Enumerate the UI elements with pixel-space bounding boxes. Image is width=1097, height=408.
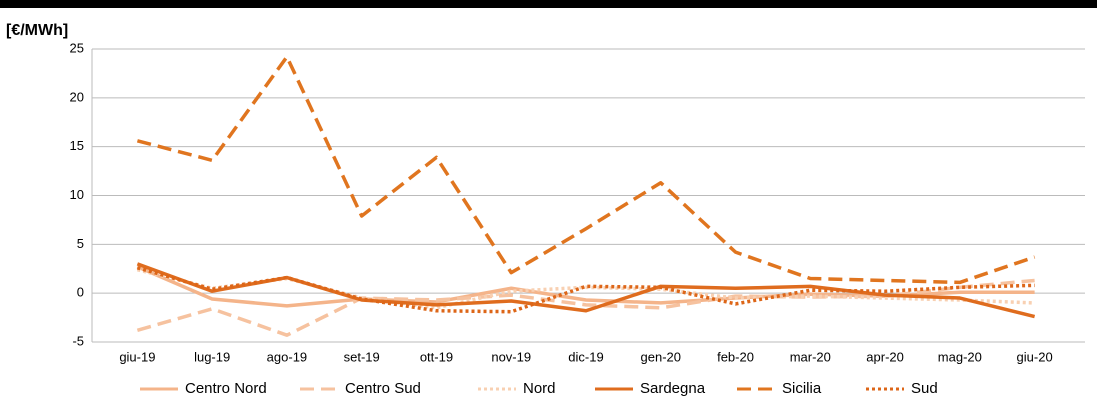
x-tick-label: lug-19 <box>194 349 230 364</box>
legend-label: Nord <box>523 380 556 397</box>
legend-label: Sud <box>911 380 938 397</box>
x-tick-label: ago-19 <box>267 349 307 364</box>
y-tick-label: 10 <box>70 187 84 202</box>
series-line <box>136 262 1036 319</box>
x-tick-label: set-19 <box>344 349 380 364</box>
y-tick-label: 20 <box>70 89 84 104</box>
series-line <box>136 266 1035 314</box>
legend-label: Sicilia <box>782 380 822 397</box>
series-line <box>136 55 1036 285</box>
x-tick-label: feb-20 <box>717 349 754 364</box>
y-tick-label: 25 <box>70 40 84 55</box>
legend-label: Centro Sud <box>345 380 421 397</box>
y-tick-label: -5 <box>72 333 84 348</box>
legend-label: Sardegna <box>640 380 706 397</box>
x-tick-label: nov-19 <box>491 349 531 364</box>
y-tick-label: 15 <box>70 138 84 153</box>
series-line <box>136 268 1035 310</box>
y-tick-label: 0 <box>77 285 84 300</box>
x-tick-label: mag-20 <box>938 349 982 364</box>
x-tick-label: mar-20 <box>790 349 831 364</box>
x-tick-label: gen-20 <box>641 349 681 364</box>
x-tick-label: giu-19 <box>119 349 155 364</box>
x-tick-label: dic-19 <box>568 349 603 364</box>
x-tick-label: ott-19 <box>420 349 453 364</box>
x-tick-label: apr-20 <box>866 349 904 364</box>
x-tick-label: giu-20 <box>1017 349 1053 364</box>
chart-title: [€/MWh] <box>6 22 68 39</box>
top-bar <box>0 0 1097 8</box>
y-tick-label: 5 <box>77 236 84 251</box>
legend-label: Centro Nord <box>185 380 267 397</box>
